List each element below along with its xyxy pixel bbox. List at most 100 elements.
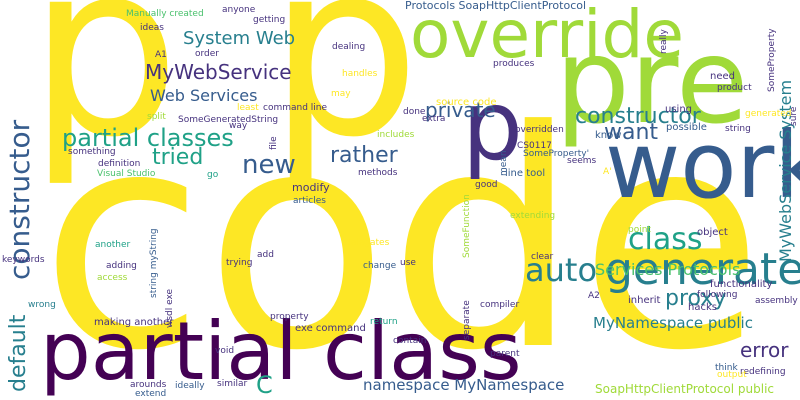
- word-done: done: [403, 107, 426, 117]
- word-extra: extra: [422, 114, 446, 124]
- word-ideas: ideas: [140, 23, 164, 33]
- word-product: product: [717, 83, 752, 93]
- word-visual-studio: Visual Studio: [97, 169, 156, 179]
- word-property: property: [270, 312, 309, 322]
- word-anyone: anyone: [222, 5, 256, 15]
- word-mynamespace-public: MyNamespace public: [593, 314, 753, 332]
- word-soaphttp-public: SoapHttpClientProtocol public: [595, 382, 774, 396]
- word-partial-classes: partial classes: [62, 124, 234, 152]
- word-definition: definition: [98, 159, 141, 169]
- word-similar: similar: [217, 379, 248, 389]
- word-private: private: [425, 98, 496, 122]
- word-work: work: [605, 112, 800, 219]
- word-wsdl-exe-vertical: wsdl exe: [165, 288, 175, 328]
- word-generated: generated: [605, 244, 800, 295]
- word-arounds: arounds: [130, 380, 167, 390]
- word-web-services: Web Services: [150, 86, 258, 105]
- word-making-another: making another: [94, 317, 174, 328]
- word-string: string: [725, 124, 751, 134]
- word-manually-created: Manually created: [126, 9, 204, 19]
- word-modify: modify: [292, 181, 330, 194]
- word-seems: seems: [567, 156, 597, 166]
- word-add: add: [257, 250, 274, 260]
- word-split: split: [147, 112, 166, 122]
- word-some-generated-string: SomeGeneratedString: [178, 115, 279, 125]
- word-file-vertical: file: [269, 136, 279, 150]
- word-constructor: constructor: [575, 104, 701, 129]
- word-cs0117: CS0117: [517, 141, 552, 151]
- word-contain: contain: [393, 336, 427, 346]
- word-rather: rather: [330, 143, 398, 168]
- word-sure-vertical: sure: [789, 106, 799, 126]
- word-proxy: proxy: [665, 286, 727, 311]
- word-exe-command: exe command: [295, 323, 366, 334]
- word-adding: adding: [106, 261, 137, 271]
- word-something: something: [68, 147, 116, 157]
- word-ideally: ideally: [175, 381, 205, 391]
- word-default-vertical: default: [6, 314, 31, 392]
- word-partial-class: partial class: [40, 305, 522, 398]
- word-generated-small: generated: [745, 109, 792, 119]
- word-produces: produces: [493, 59, 535, 69]
- word-command-line: command line: [263, 103, 328, 113]
- word-want: want: [604, 120, 659, 145]
- word-p-3: p: [462, 70, 523, 182]
- word-trying: trying: [226, 258, 253, 268]
- word-may: may: [331, 89, 351, 99]
- word-mywebservice: MyWebService: [145, 60, 292, 84]
- word-some-property-vertical: SomeProperty: [767, 28, 777, 92]
- word-getting: getting: [253, 15, 286, 25]
- word-p-2: p: [268, 0, 421, 190]
- word-parent: parent: [490, 349, 520, 359]
- word-delegates: delegates: [345, 238, 390, 248]
- word-way: way: [229, 121, 248, 131]
- word-includes: includes: [377, 130, 415, 140]
- word-really-vertical: really: [659, 29, 669, 54]
- word-tried: tried: [152, 145, 204, 170]
- word-a2: A2: [588, 291, 600, 301]
- word-string-mystring-vertical: string myString: [149, 228, 159, 298]
- word-possible: possible: [666, 122, 707, 133]
- word-inherit: inherit: [628, 295, 661, 306]
- word-a1: A1: [155, 50, 167, 60]
- word-pre: pre: [555, 12, 749, 150]
- word-override: override: [410, 0, 684, 73]
- word-using: using: [665, 104, 693, 115]
- word-a-prime: A': [603, 167, 612, 177]
- word-some-function-vertical: SomeFunction: [462, 194, 472, 258]
- word-auto: auto: [525, 251, 598, 289]
- word-least: least: [237, 103, 259, 113]
- word-change: change: [363, 261, 397, 271]
- word-wrong: wrong: [28, 300, 56, 310]
- word-know: know: [595, 130, 622, 141]
- word-redefining: redefining: [740, 367, 786, 377]
- word-order: order: [195, 49, 219, 59]
- word-handles: handles: [342, 69, 378, 79]
- word-separate-vertical: separate: [462, 300, 472, 340]
- word-code: code: [40, 67, 764, 400]
- word-assembly: assembly: [755, 296, 798, 306]
- word-some-property-q: SomeProperty': [523, 149, 590, 159]
- word-hacks: hacks: [688, 302, 717, 313]
- word-services-protocols: Services Protocols: [595, 260, 741, 279]
- word-dealing: dealing: [332, 42, 366, 52]
- word-return: return: [370, 317, 398, 327]
- word-extend: extend: [135, 389, 167, 399]
- word-line-tool: line tool: [505, 168, 546, 179]
- word-use: use: [400, 258, 416, 268]
- word-following: following: [697, 290, 738, 300]
- word-output: output: [717, 370, 747, 380]
- word-compiler: compiler: [480, 300, 520, 310]
- word-namespace-mynamespace: namespace MyNamespace: [363, 376, 565, 394]
- word-protocols-soap: Protocols SoapHttpClientProtocol: [405, 0, 587, 12]
- word-keywords: keywords: [2, 255, 45, 265]
- word-another: another: [95, 240, 131, 250]
- word-point: point: [628, 225, 651, 235]
- word-p: p: [28, 0, 181, 190]
- word-go: go: [207, 170, 219, 180]
- word-object: object: [697, 227, 728, 238]
- word-c: C: [256, 371, 273, 399]
- word-clear: clear: [531, 252, 554, 262]
- word-class: class: [628, 222, 703, 257]
- word-overridden: overridden: [515, 125, 564, 135]
